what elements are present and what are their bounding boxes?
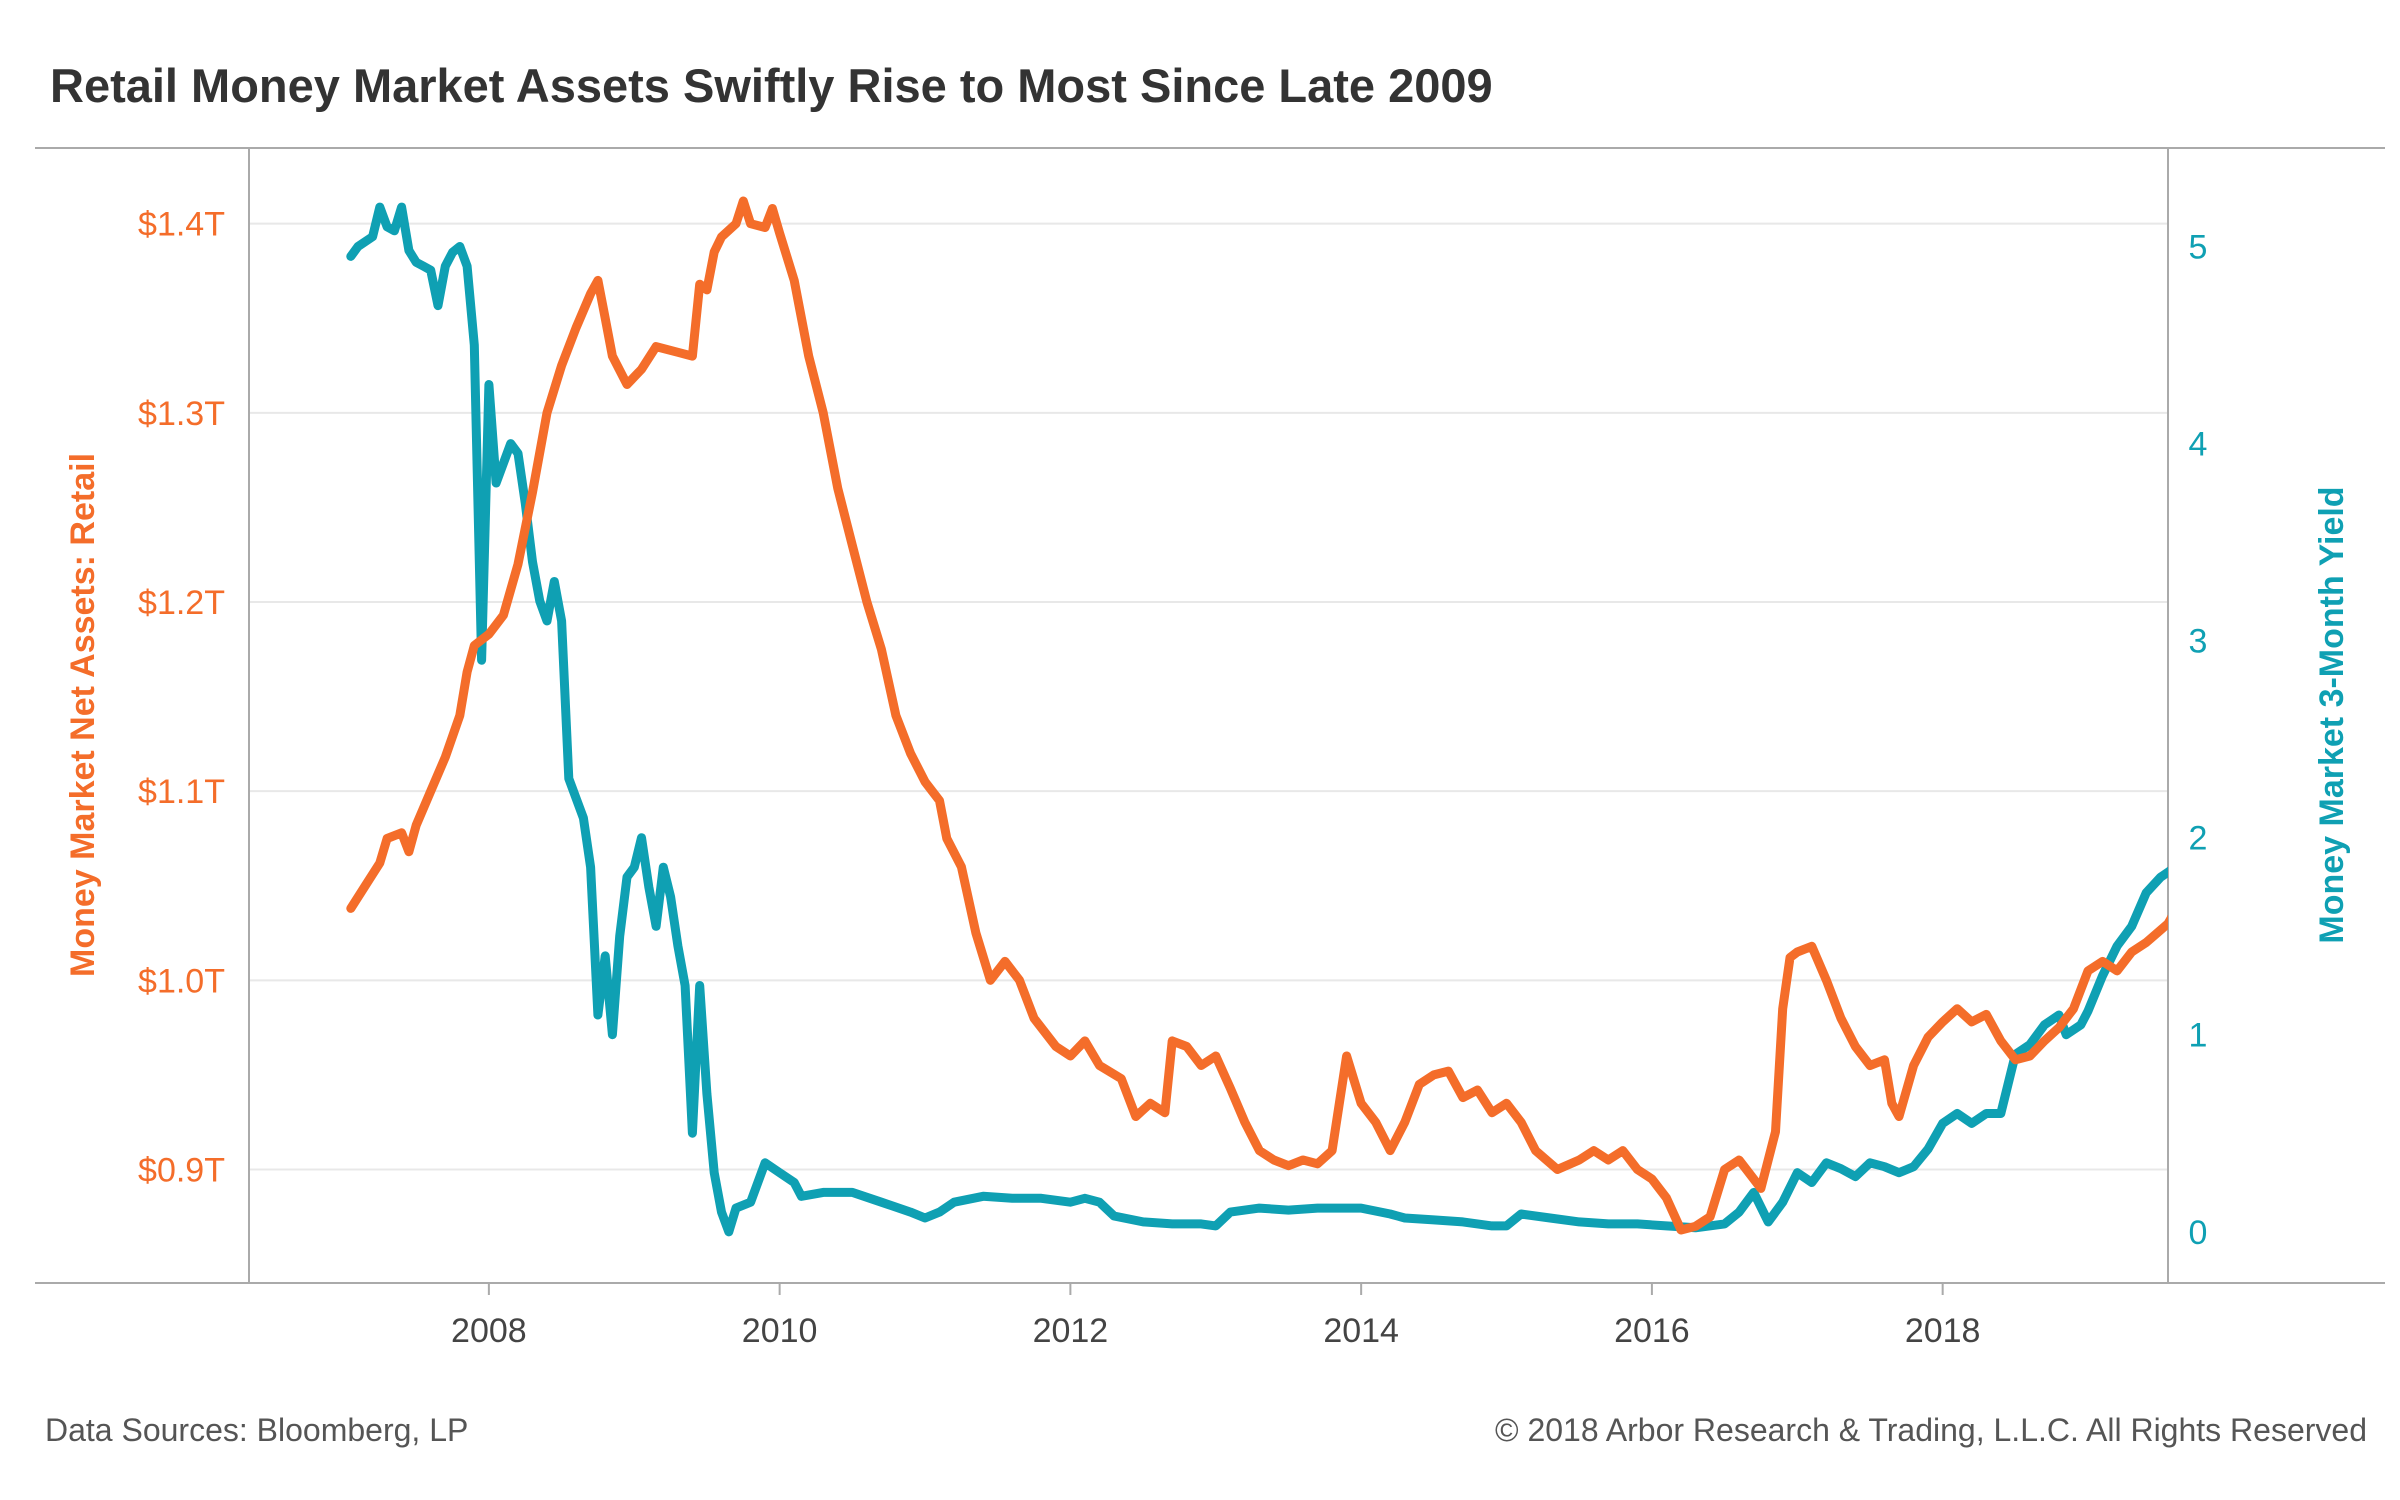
x-tick-label: 2008 bbox=[451, 1312, 527, 1350]
axes bbox=[35, 147, 2385, 1284]
left-axis-title: Money Market Net Assets: Retail bbox=[64, 453, 102, 977]
x-tick-label: 2014 bbox=[1323, 1312, 1399, 1350]
y-right-tick-label: 1 bbox=[2189, 1017, 2208, 1055]
x-tick-label: 2012 bbox=[1033, 1312, 1109, 1350]
data-sources: Data Sources: Bloomberg, LP bbox=[45, 1412, 469, 1448]
series-line-retail-assets bbox=[346, 196, 2168, 1235]
y-right-tick-label: 3 bbox=[2189, 623, 2208, 661]
series-lines bbox=[346, 196, 2168, 1237]
y-left-tick-label: $0.9T bbox=[138, 1152, 225, 1190]
series-line-3-month-yield bbox=[346, 202, 2168, 1237]
y-left-tick-label: $1.1T bbox=[138, 773, 225, 811]
y-right-tick-label: 4 bbox=[2189, 426, 2208, 464]
y-left-tick-label: $1.0T bbox=[138, 962, 225, 1000]
x-tick-label: 2010 bbox=[742, 1312, 818, 1350]
y-right-tick-label: 0 bbox=[2189, 1214, 2208, 1252]
y-left-tick-label: $1.3T bbox=[138, 395, 225, 433]
tick-labels: $0.9T $1.0T $1.1T $1.2T $1.3T $1.4T 0 1 2 3 4 5 2008… bbox=[138, 206, 2207, 1350]
y-left-tick-label: $1.4T bbox=[138, 206, 225, 244]
copyright: © 2018 Arbor Research & Trading, L.L.C. … bbox=[1494, 1412, 2367, 1448]
x-tick-label: 2016 bbox=[1614, 1312, 1690, 1350]
right-axis-title: Money Market 3-Month Yield bbox=[2313, 486, 2351, 943]
x-tick-label: 2018 bbox=[1905, 1312, 1981, 1350]
chart-title: Retail Money Market Assets Swiftly Rise … bbox=[50, 59, 1493, 112]
y-right-tick-label: 5 bbox=[2189, 229, 2208, 267]
y-left-tick-label: $1.2T bbox=[138, 584, 225, 622]
gridlines bbox=[249, 222, 2168, 1171]
y-right-tick-label: 2 bbox=[2189, 820, 2208, 858]
